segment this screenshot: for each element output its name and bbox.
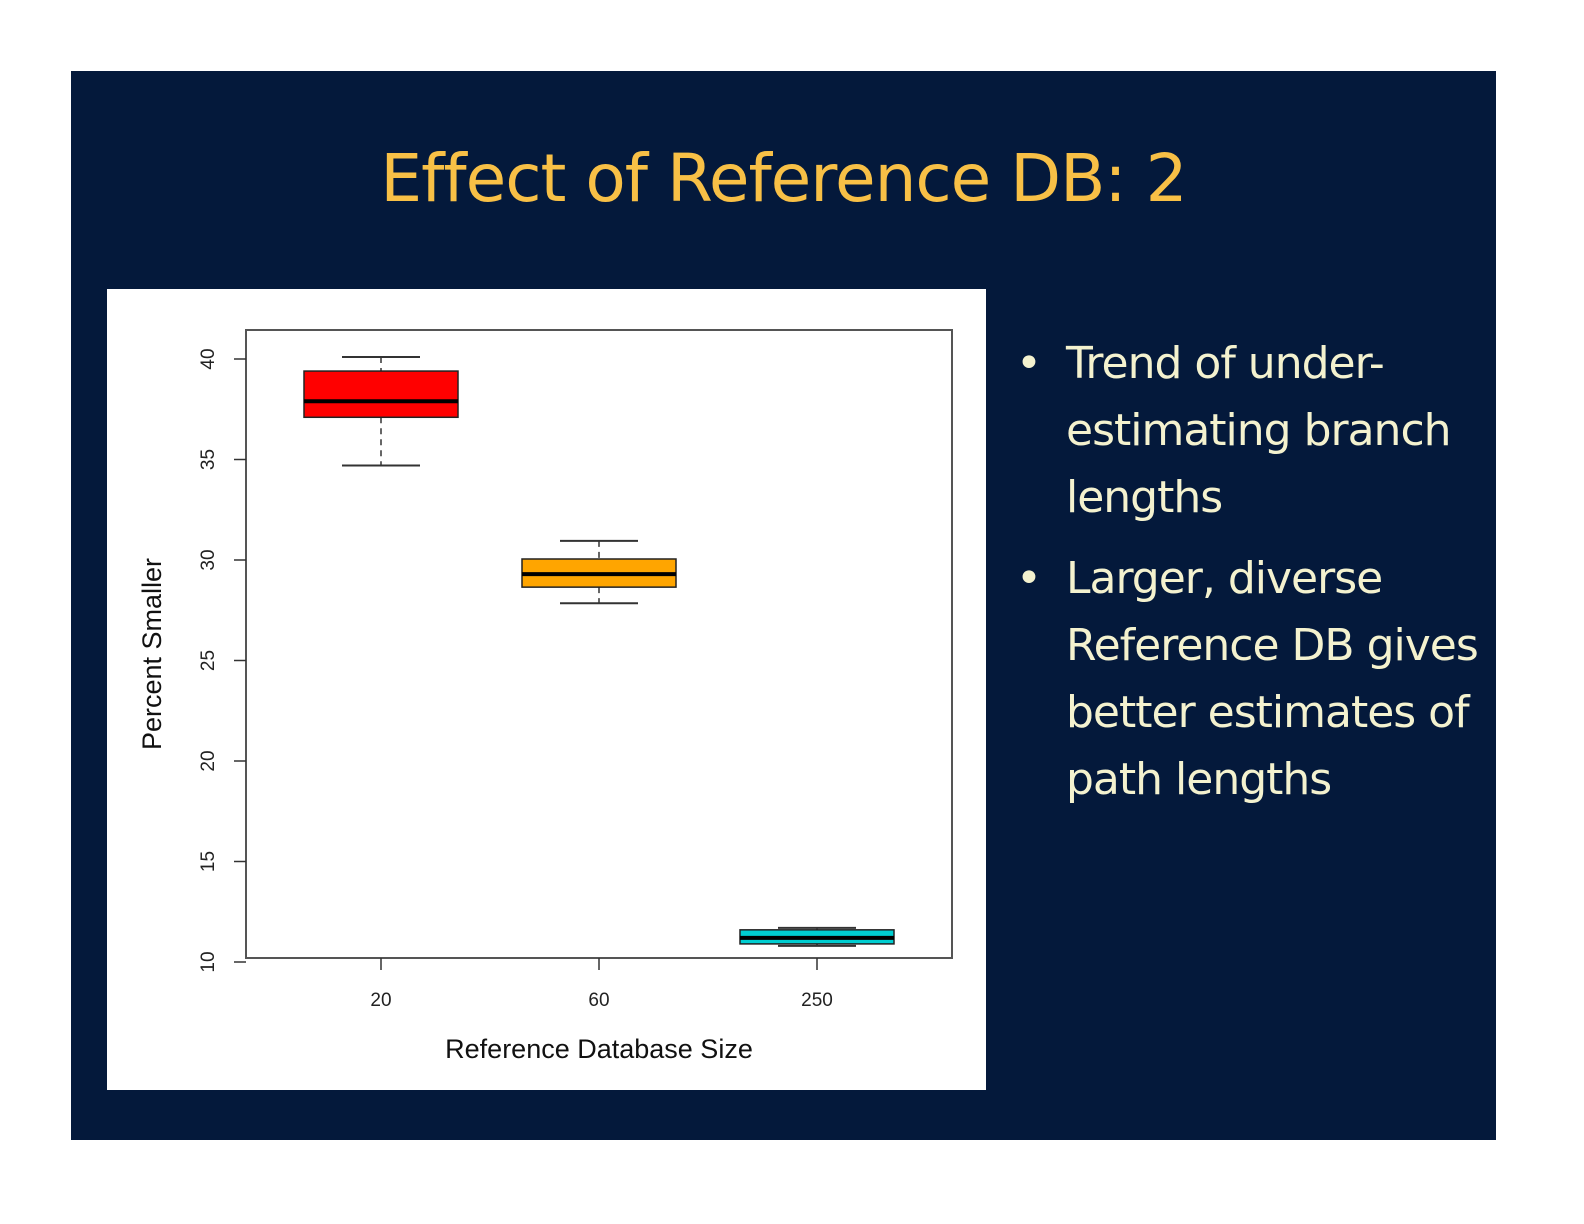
boxplot-chart: 10 15 20 25 30 35 40 20 60 250 Reference Database … [137,329,953,1064]
bullet-list: • Trend of under-estimating branch length… [1012,330,1482,813]
bullet-icon: • [1016,553,1042,604]
y-axis-label: Percent Smaller [137,558,167,750]
y-tick-label: 10 [198,951,219,972]
x-tick-label: 60 [588,990,609,1011]
x-tick-label: 20 [370,990,391,1011]
bullet-text: Larger, diverse Reference DB gives bette… [1066,553,1479,805]
y-tick-label: 15 [198,851,219,872]
y-tick-label: 35 [198,449,219,470]
plot-frame [245,329,953,959]
y-tick-label: 30 [198,549,219,570]
x-axis-label: Reference Database Size [445,1034,753,1064]
bullet-item: • Trend of under-estimating branch length… [1012,330,1482,531]
y-tick-label: 20 [198,750,219,771]
chart-panel [107,289,986,1090]
y-tick-label: 40 [198,348,219,369]
box-20 [303,370,459,419]
bullet-icon: • [1016,338,1042,389]
x-tick-label: 250 [801,990,833,1011]
slide-title: Effect of Reference DB: 2 [380,140,1187,217]
bullet-item: • Larger, diverse Reference DB gives bett… [1012,545,1482,813]
y-tick-label: 25 [198,650,219,671]
bullet-text: Trend of under-estimating branch lengths [1066,338,1452,523]
